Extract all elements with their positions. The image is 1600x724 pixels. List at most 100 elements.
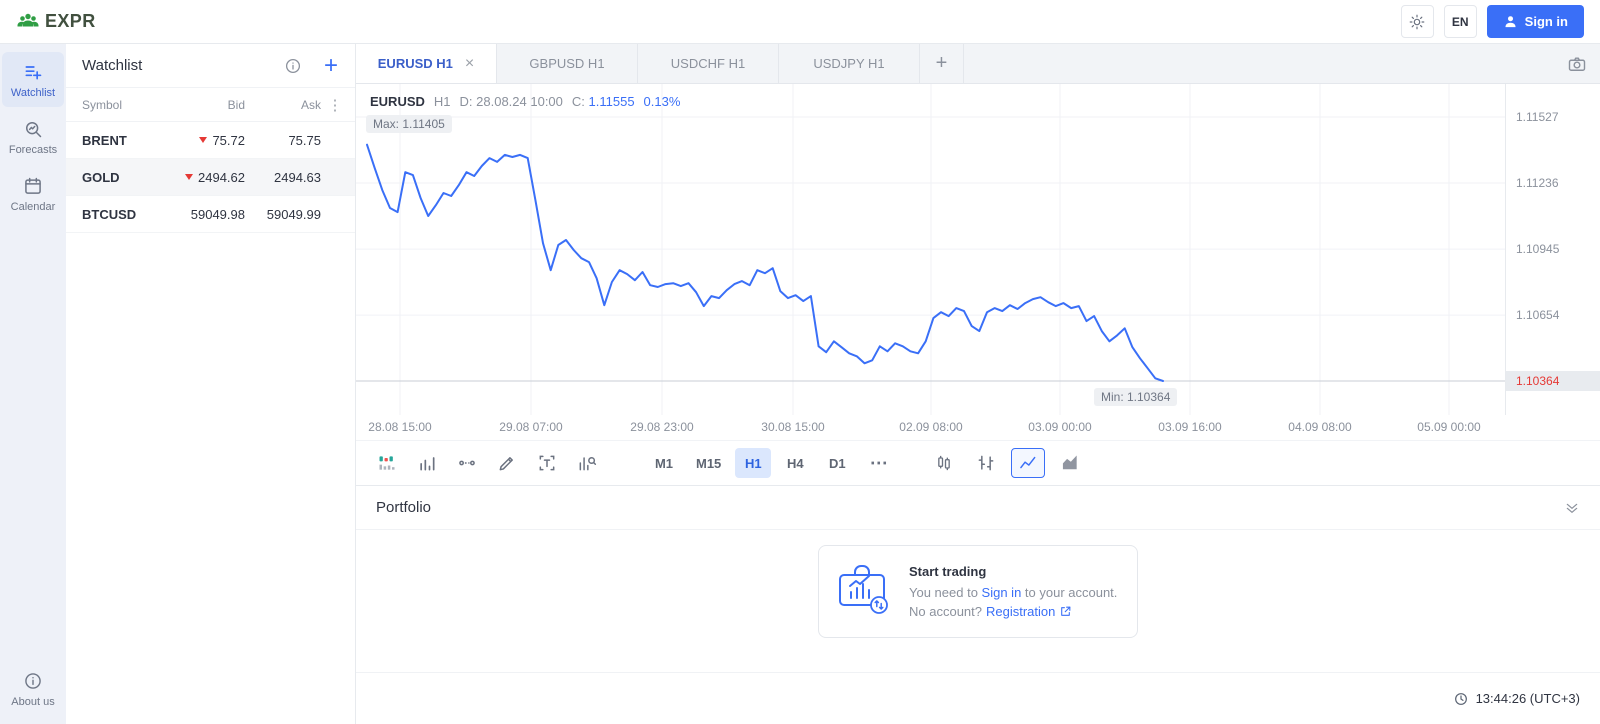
top-bar: EXPR EN Sign in	[0, 0, 1600, 44]
sign-in-link[interactable]: Sign in	[981, 585, 1022, 600]
watchlist-row-brent[interactable]: BRENT 75.72 75.75	[66, 122, 355, 159]
info-icon	[25, 673, 41, 689]
briefcase-chart-icon	[839, 565, 888, 614]
price-axis[interactable]: 1.11527 1.11236 1.10945 1.10654 1.10364	[1505, 84, 1600, 415]
time-tick: 02.09 08:00	[899, 420, 963, 434]
chart-type-group	[927, 448, 1087, 478]
indicators-button[interactable]	[570, 448, 604, 478]
column-bid: Bid	[227, 97, 245, 112]
min-price-badge: Min: 1.10364	[1094, 388, 1178, 406]
chart-close-value: 1.11555	[588, 94, 635, 109]
column-symbol: Symbol	[82, 97, 123, 112]
indicators-icon	[579, 456, 597, 471]
sidebar-item-forecasts[interactable]: Forecasts	[2, 109, 64, 164]
display-settings-icon	[379, 456, 395, 470]
time-tick: 30.08 15:00	[761, 420, 825, 434]
sidebar-item-about-us[interactable]: About us	[2, 661, 64, 716]
external-link-icon	[1061, 606, 1071, 616]
watchlist-icon	[25, 66, 42, 80]
bars-chart-type-button[interactable]	[969, 448, 1003, 478]
timeframe-group: M1 M15 H1 H4 D1 ⋯	[646, 448, 897, 478]
sidebar-item-calendar[interactable]: Calendar	[2, 166, 64, 221]
area-chart-type-button[interactable]	[1053, 448, 1087, 478]
screenshot-button[interactable]	[1554, 44, 1600, 83]
add-tab-button[interactable]: +	[920, 44, 964, 83]
watchlist-title: Watchlist	[82, 57, 143, 74]
chart-symbol: EURUSD	[370, 94, 425, 109]
theme-toggle-button[interactable]	[1400, 5, 1434, 38]
timeframe-h1[interactable]: H1	[735, 448, 772, 478]
chevron-double-down-icon	[1566, 503, 1578, 513]
timeframe-d1[interactable]: D1	[819, 448, 855, 478]
tab-eurusd-h1[interactable]: EURUSD H1 ×	[356, 44, 497, 83]
registration-link[interactable]: Registration	[986, 604, 1056, 619]
timeframe-h4[interactable]: H4	[777, 448, 813, 478]
chart-canvas[interactable]	[356, 84, 1505, 415]
kebab-menu-icon[interactable]: ⋮	[327, 96, 343, 114]
time-tick: 03.09 00:00	[1028, 420, 1092, 434]
start-trading-card: Start trading You need to Sign in to you…	[818, 545, 1138, 638]
time-tick: 29.08 23:00	[630, 420, 694, 434]
close-icon[interactable]: ×	[464, 54, 475, 72]
chart-tab-bar: EURUSD H1 × GBPUSD H1 USDCHF H1 USDJPY H…	[356, 44, 1600, 84]
price-tick: 1.10945	[1516, 242, 1560, 256]
price-tick: 1.10654	[1516, 308, 1560, 322]
main-area: EURUSD H1 × GBPUSD H1 USDCHF H1 USDJPY H…	[356, 44, 1600, 724]
person-icon	[1505, 16, 1516, 28]
down-triangle-icon	[199, 137, 208, 143]
time-tick: 05.09 00:00	[1417, 420, 1481, 434]
time-tick: 28.08 15:00	[368, 420, 432, 434]
down-triangle-icon	[185, 174, 193, 180]
sidebar-item-watchlist[interactable]: Watchlist	[2, 52, 64, 107]
tab-gbpusd-h1[interactable]: GBPUSD H1	[497, 44, 638, 83]
collapse-portfolio-button[interactable]	[1564, 500, 1580, 516]
add-symbol-button[interactable]: +	[317, 52, 345, 80]
watchlist-row-gold[interactable]: GOLD 2494.62 2494.63	[66, 159, 355, 196]
levels-icon	[459, 460, 475, 466]
volume-button[interactable]	[410, 448, 444, 478]
time-axis[interactable]: 28.08 15:00 29.08 07:00 29.08 23:00 30.0…	[356, 415, 1505, 440]
price-tick: 1.11236	[1516, 176, 1559, 190]
more-timeframes-button[interactable]: ⋯	[861, 448, 897, 478]
sun-icon	[1409, 14, 1425, 29]
camera-icon	[1568, 56, 1586, 71]
max-price-badge: Max: 1.11405	[366, 115, 452, 133]
time-tick: 03.09 16:00	[1158, 420, 1222, 434]
text-tool-button[interactable]	[530, 448, 564, 478]
language-button[interactable]: EN	[1443, 5, 1477, 38]
levels-button[interactable]	[450, 448, 484, 478]
chart-info-line: EURUSD H1 D: 28.08.24 10:00 C: 1.11555 0…	[370, 94, 681, 109]
watchlist-column-headers: Symbol Bid Ask ⋮	[66, 88, 355, 122]
bars-icon	[978, 455, 994, 471]
left-sidebar: Watchlist Forecasts Calendar About us	[0, 44, 66, 724]
chart-change: 0.13%	[643, 94, 681, 109]
calendar-icon	[25, 177, 41, 194]
info-icon	[285, 58, 301, 73]
time-tick: 04.09 08:00	[1288, 420, 1352, 434]
area-chart-icon	[1063, 455, 1077, 470]
watchlist-panel: Watchlist + Symbol Bid Ask ⋮ BRENT 75.72…	[66, 44, 356, 724]
draw-button[interactable]	[490, 448, 524, 478]
chart-toolbar: M1 M15 H1 H4 D1 ⋯	[356, 440, 1600, 486]
sign-in-button[interactable]: Sign in	[1486, 5, 1584, 38]
price-tick: 1.11527	[1516, 110, 1559, 124]
column-ask: Ask	[300, 97, 321, 112]
time-tick: 29.08 07:00	[499, 420, 563, 434]
line-chart-icon	[1020, 456, 1036, 469]
timeframe-m1[interactable]: M1	[646, 448, 682, 478]
volume-icon	[420, 457, 435, 471]
display-settings-button[interactable]	[370, 448, 404, 478]
start-trading-title: Start trading	[909, 564, 987, 579]
sign-in-label: Sign in	[1524, 14, 1568, 29]
watchlist-row-btcusd[interactable]: BTCUSD 59049.98 59049.99	[66, 196, 355, 233]
candles-icon	[938, 455, 951, 471]
chart-timeframe: H1	[433, 94, 451, 109]
tab-usdchf-h1[interactable]: USDCHF H1	[638, 44, 779, 83]
clock-icon	[1454, 692, 1467, 705]
line-chart-type-button[interactable]	[1011, 448, 1046, 478]
tab-usdjpy-h1[interactable]: USDJPY H1	[779, 44, 920, 83]
timeframe-m15[interactable]: M15	[688, 448, 729, 478]
candles-chart-type-button[interactable]	[927, 448, 961, 478]
watchlist-info-button[interactable]	[279, 52, 307, 80]
price-chart: EURUSD H1 D: 28.08.24 10:00 C: 1.11555 0…	[356, 84, 1600, 415]
